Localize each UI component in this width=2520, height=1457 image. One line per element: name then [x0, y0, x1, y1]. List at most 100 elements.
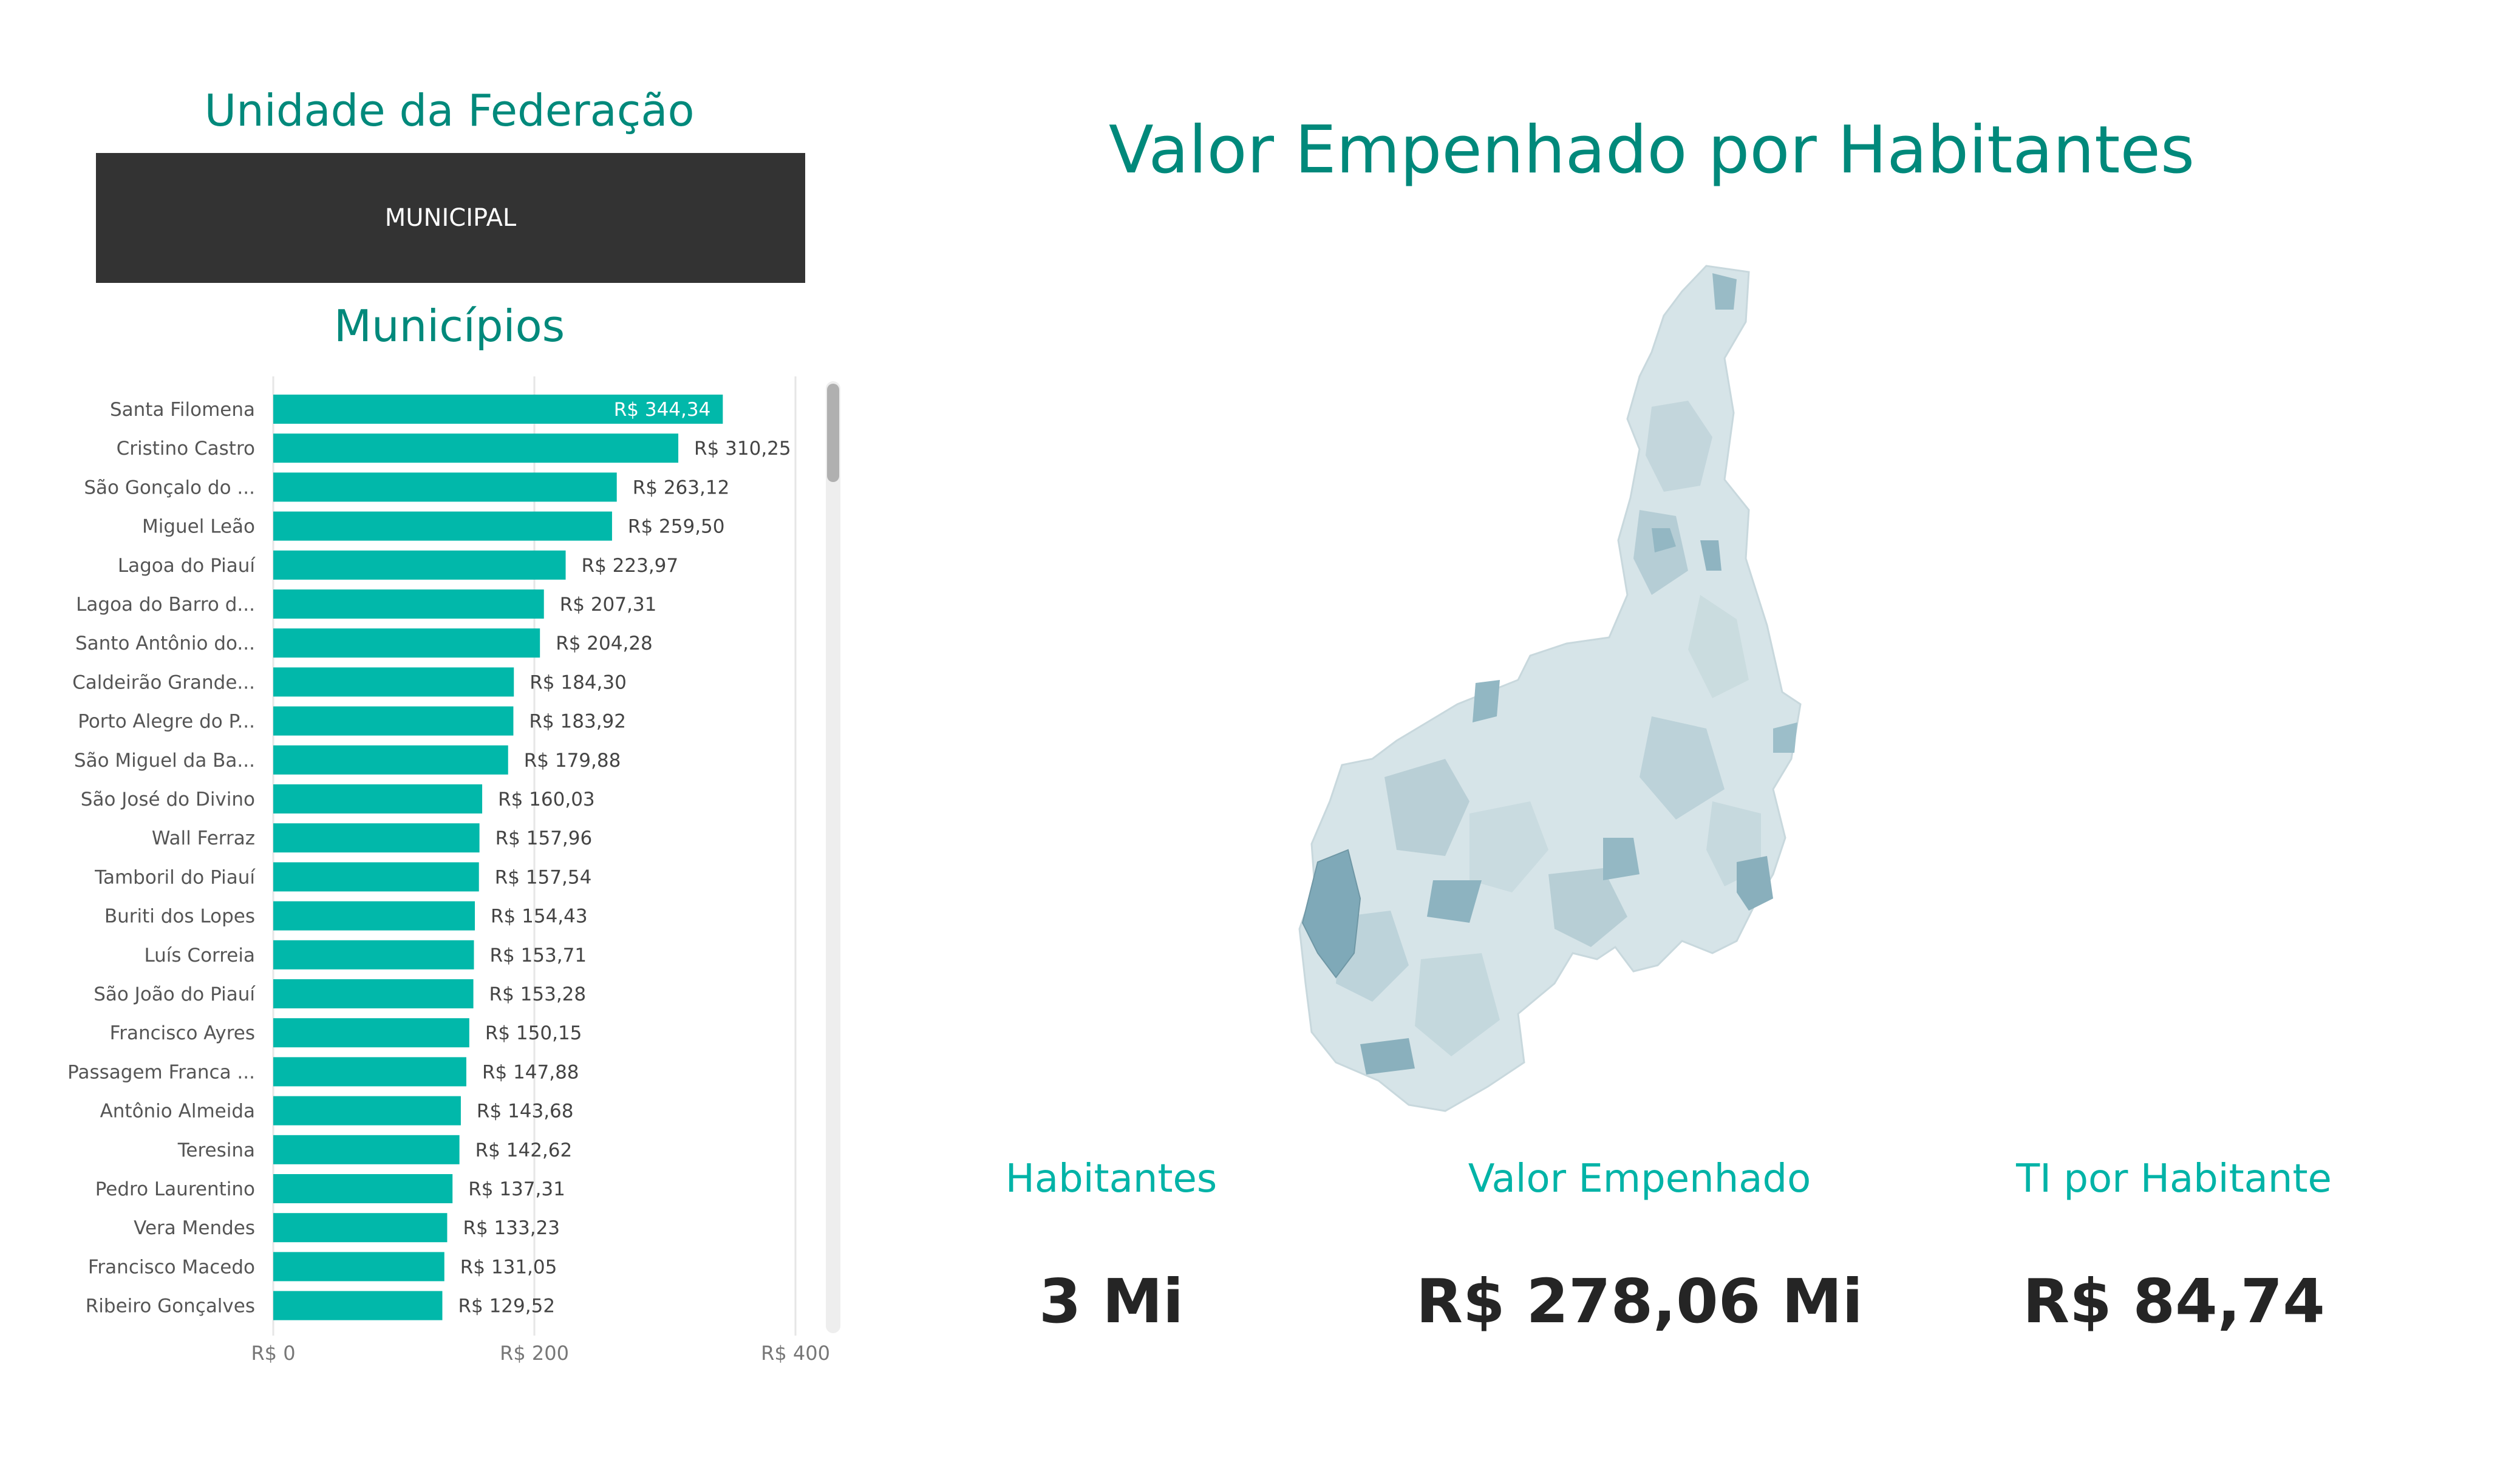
- bar[interactable]: [273, 901, 475, 931]
- bar-row[interactable]: Passagem Franca ... R$ 147,88: [67, 1057, 579, 1087]
- bar[interactable]: [273, 1057, 466, 1087]
- bar-row[interactable]: Santo Antônio do... R$ 204,28: [75, 628, 653, 658]
- bar[interactable]: [273, 589, 544, 619]
- bar[interactable]: [273, 862, 479, 892]
- bar-row[interactable]: Lagoa do Piauí R$ 223,97: [118, 550, 678, 580]
- map-region-dark[interactable]: [1301, 849, 1361, 979]
- bar-row[interactable]: Luís Correia R$ 153,71: [144, 940, 587, 970]
- bar-row[interactable]: São Miguel da Ba... R$ 179,88: [74, 745, 621, 775]
- category-label: Cristino Castro: [117, 438, 255, 460]
- bar-row[interactable]: Pedro Laurentino R$ 137,31: [95, 1174, 565, 1203]
- map-region-dark[interactable]: [1603, 838, 1640, 880]
- category-label: Santa Filomena: [110, 399, 255, 421]
- data-label: R$ 344,34: [614, 399, 711, 421]
- category-label: Teresina: [177, 1139, 255, 1161]
- bar-row[interactable]: Vera Mendes R$ 133,23: [134, 1213, 560, 1243]
- bar-row[interactable]: Lagoa do Barro d... R$ 207,31: [76, 589, 656, 619]
- data-label: R$ 204,28: [556, 633, 653, 654]
- bar-row[interactable]: Miguel Leão R$ 259,50: [142, 511, 725, 541]
- category-label: Lagoa do Piauí: [118, 555, 256, 577]
- uf-slicer-button[interactable]: MUNICIPAL: [96, 153, 805, 283]
- map-region[interactable]: [1640, 716, 1725, 820]
- category-label: São João do Piauí: [94, 983, 256, 1005]
- x-tick-label: R$ 400: [761, 1342, 830, 1365]
- data-label: R$ 133,23: [463, 1217, 560, 1239]
- bar-row[interactable]: Santa Filomena R$ 344,34: [110, 395, 723, 424]
- bar[interactable]: [273, 433, 679, 463]
- bar[interactable]: [273, 784, 483, 813]
- map-region[interactable]: [1646, 401, 1712, 492]
- data-label: R$ 184,30: [530, 671, 627, 693]
- map-region-dark[interactable]: [1473, 680, 1500, 722]
- kpi-valor-value: R$ 278,06 Mi: [1416, 1266, 1863, 1337]
- bar[interactable]: [273, 1291, 443, 1320]
- bar-row[interactable]: Tamboril do Piauí R$ 157,54: [94, 862, 591, 892]
- category-label: Ribeiro Gonçalves: [86, 1296, 255, 1317]
- bar[interactable]: [273, 706, 514, 736]
- scrollbar-track[interactable]: [826, 381, 840, 1333]
- map-region-dark[interactable]: [1712, 273, 1737, 310]
- municipios-bar-chart[interactable]: R$ 0 R$ 200 R$ 400 Santa Filomena R$ 344,34 C…: [0, 364, 850, 1384]
- category-label: São Miguel da Ba...: [74, 750, 255, 772]
- map-region-dark[interactable]: [1700, 540, 1721, 571]
- map-region[interactable]: [1633, 510, 1688, 595]
- bar-row[interactable]: Francisco Ayres R$ 150,15: [110, 1018, 582, 1048]
- scrollbar-thumb[interactable]: [827, 384, 839, 482]
- bar[interactable]: [273, 1018, 469, 1048]
- map-region-dark[interactable]: [1427, 880, 1482, 923]
- bar-row[interactable]: Cristino Castro R$ 310,25: [117, 433, 791, 463]
- bar[interactable]: [273, 667, 514, 697]
- map-region-dark[interactable]: [1360, 1038, 1415, 1075]
- bar-row[interactable]: Francisco Macedo R$ 131,05: [88, 1252, 557, 1282]
- bar[interactable]: [273, 395, 723, 424]
- map-region-dark[interactable]: [1652, 528, 1676, 552]
- category-label: Vera Mendes: [134, 1217, 255, 1239]
- bar[interactable]: [273, 745, 508, 775]
- map-title: Valor Empenhado por Habitantes: [1108, 112, 2195, 188]
- category-label: Passagem Franca ...: [67, 1061, 255, 1083]
- bar[interactable]: [273, 472, 617, 502]
- data-label: R$ 160,03: [498, 789, 595, 810]
- bar-row[interactable]: Ribeiro Gonçalves R$ 129,52: [86, 1291, 555, 1320]
- bar[interactable]: [273, 511, 612, 541]
- bar[interactable]: [273, 550, 566, 580]
- bar[interactable]: [273, 1252, 444, 1282]
- bar-row[interactable]: Antônio Almeida R$ 143,68: [100, 1096, 574, 1126]
- data-label: R$ 143,68: [477, 1101, 574, 1122]
- bar-row[interactable]: Buriti dos Lopes R$ 154,43: [104, 901, 588, 931]
- bar-row[interactable]: Teresina R$ 142,62: [177, 1135, 573, 1164]
- data-label: R$ 183,92: [529, 711, 626, 733]
- bar-row[interactable]: Caldeirão Grande... R$ 184,30: [72, 667, 627, 697]
- map-region-dark[interactable]: [1737, 856, 1773, 911]
- map-region[interactable]: [1384, 759, 1469, 856]
- bar-row[interactable]: Wall Ferraz R$ 157,96: [152, 823, 592, 853]
- map-region[interactable]: [1415, 953, 1500, 1056]
- bar-row[interactable]: São José do Divino R$ 160,03: [81, 784, 595, 813]
- bar[interactable]: [273, 1135, 460, 1164]
- category-label: Luís Correia: [144, 945, 255, 966]
- bar[interactable]: [273, 940, 474, 970]
- kpi-habitantes-value: 3 Mi: [1038, 1266, 1184, 1337]
- x-tick-label: R$ 200: [500, 1342, 569, 1365]
- bar[interactable]: [273, 628, 540, 658]
- map-region-dark[interactable]: [1773, 722, 1797, 753]
- bar[interactable]: [273, 1096, 461, 1126]
- bar-row[interactable]: São Gonçalo do ... R$ 263,12: [84, 472, 729, 502]
- map-region[interactable]: [1469, 801, 1548, 892]
- category-label: Miguel Leão: [142, 516, 255, 538]
- bar[interactable]: [273, 1213, 448, 1243]
- bar[interactable]: [273, 823, 480, 853]
- bar-row[interactable]: São João do Piauí R$ 153,28: [94, 979, 586, 1008]
- map-region[interactable]: [1688, 595, 1749, 698]
- category-label: Francisco Macedo: [88, 1256, 255, 1278]
- bar[interactable]: [273, 1174, 453, 1203]
- data-label: R$ 147,88: [482, 1061, 579, 1083]
- bar-row[interactable]: Porto Alegre do P... R$ 183,92: [78, 706, 626, 736]
- bar[interactable]: [273, 979, 474, 1008]
- map-region[interactable]: [1548, 868, 1627, 947]
- data-label: R$ 154,43: [491, 906, 588, 928]
- piaui-choropleth-map[interactable]: [1287, 255, 1931, 1141]
- category-label: Francisco Ayres: [110, 1022, 255, 1044]
- category-label: Wall Ferraz: [152, 827, 255, 849]
- kpi-valor-label: Valor Empenhado: [1468, 1156, 1811, 1201]
